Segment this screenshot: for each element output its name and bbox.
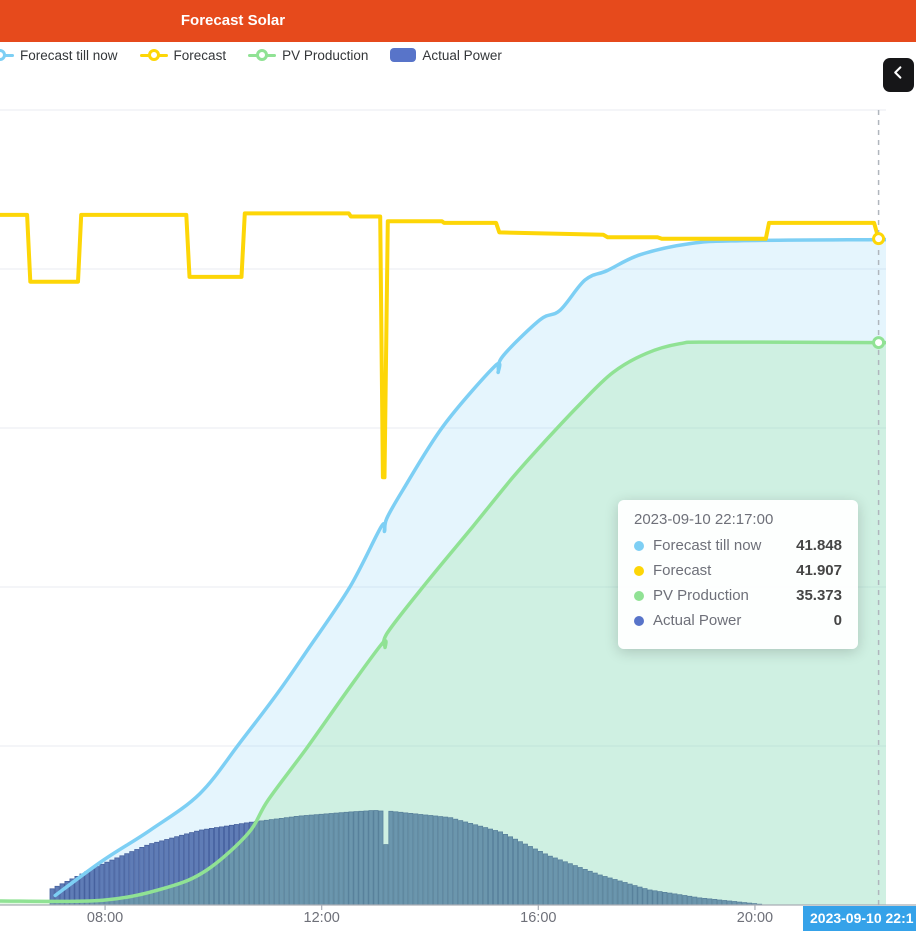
series-dot-icon: [634, 565, 644, 576]
collapse-panel-button[interactable]: [883, 58, 914, 92]
legend-item-forecast[interactable]: Forecast: [139, 47, 227, 63]
legend-label: Actual Power: [422, 47, 502, 63]
tooltip-row: Actual Power 0: [634, 612, 842, 629]
x-axis-tick-label: 08:00: [86, 910, 124, 926]
series-dot-icon: [634, 540, 644, 551]
tooltip-row: Forecast till now 41.848: [634, 537, 842, 554]
legend-label: Forecast till now: [20, 47, 118, 63]
legend-item-forecast-till-now[interactable]: Forecast till now: [0, 48, 118, 63]
tooltip-timestamp: 2023-09-10 22:17:00: [634, 511, 774, 528]
chevron-left-icon: [891, 65, 906, 85]
tooltip-series-name: Forecast: [653, 562, 712, 579]
series-dot-icon: [634, 615, 644, 626]
app-header: Forecast Solar: [0, 0, 916, 42]
legend-label: Forecast: [173, 47, 227, 63]
x-axis-tick-label: 20:00: [736, 910, 774, 926]
tooltip-series-name: PV Production: [653, 587, 749, 604]
tooltip-row: Forecast 41.907: [634, 562, 842, 579]
tooltip-series-value: 0: [833, 612, 842, 629]
series-dot-icon: [634, 590, 644, 601]
tooltip-series-value: 41.907: [796, 562, 842, 579]
tooltip-series-name: Actual Power: [653, 612, 742, 629]
legend-item-actual-power[interactable]: Actual Power: [390, 48, 502, 63]
legend-label: PV Production: [282, 47, 369, 63]
tooltip-row: PV Production 35.373: [634, 587, 842, 604]
tooltip-series-name: Forecast till now: [653, 537, 762, 554]
legend-line-marker: [0, 49, 14, 62]
axis-pointer-label: 2023-09-10 22:1: [803, 906, 916, 931]
chart-tooltip: 2023-09-10 22:17:00 Forecast till now 41.…: [618, 500, 858, 649]
legend-rect-marker: [390, 48, 417, 62]
tooltip-series-value: 41.848: [796, 537, 842, 554]
legend-item-pv-production[interactable]: PV Production: [248, 48, 368, 63]
chart-legend: Forecast till now Forecast PV Production Ac…: [0, 43, 502, 67]
page-title: Forecast Solar: [180, 12, 286, 29]
legend-line-marker: [248, 49, 277, 62]
x-axis-tick-label: 16:00: [520, 910, 557, 926]
legend-line-marker: [139, 49, 168, 62]
tooltip-series-value: 35.373: [796, 587, 842, 604]
x-axis-tick-label: 12:00: [303, 910, 340, 926]
